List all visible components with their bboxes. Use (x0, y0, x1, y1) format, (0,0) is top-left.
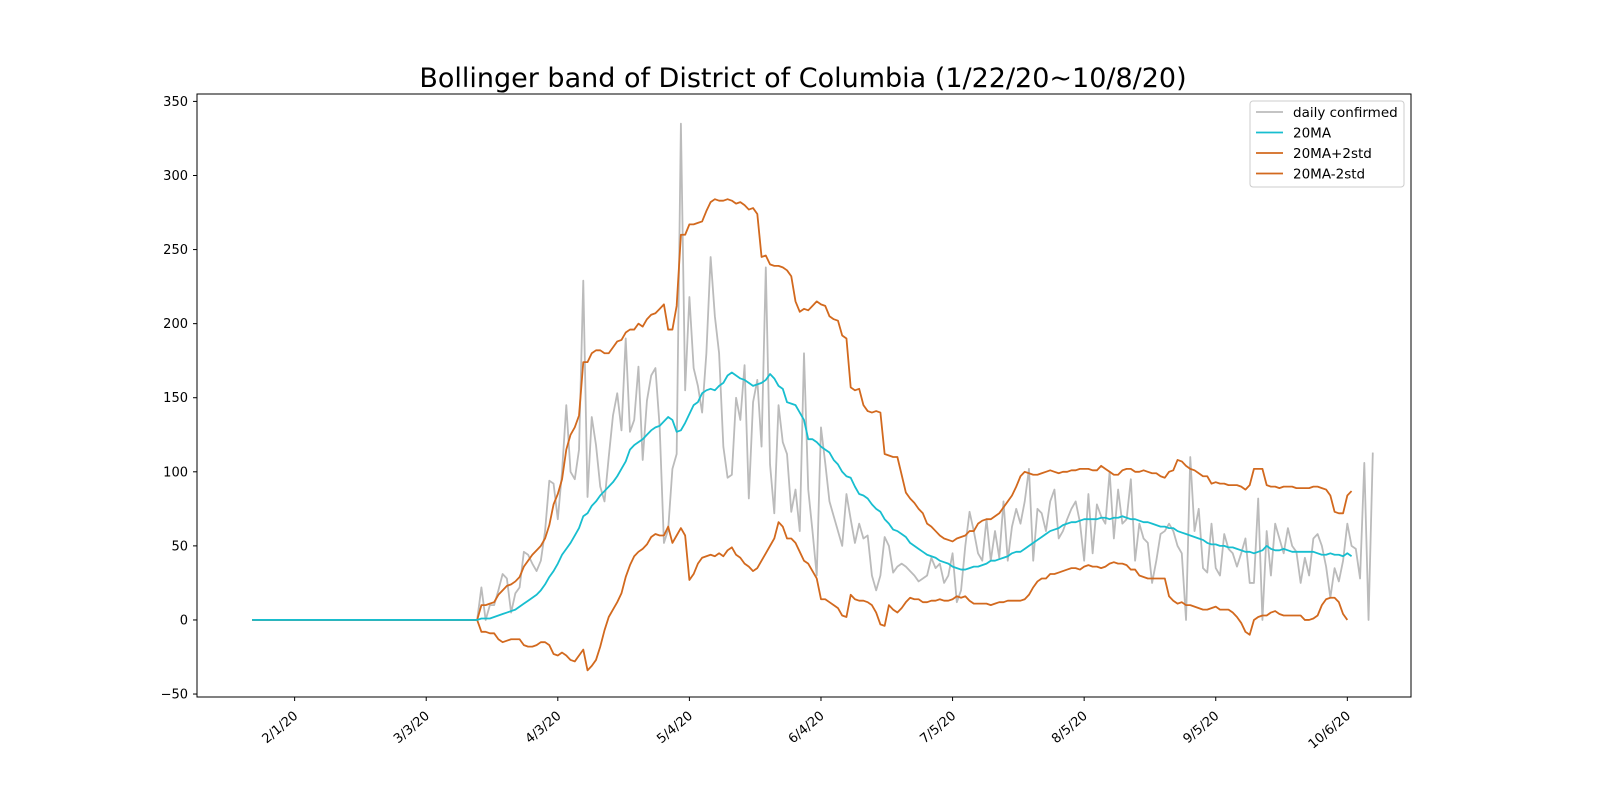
chart-title: Bollinger band of District of Columbia (… (419, 63, 1186, 94)
y-tick-label: −50 (161, 688, 188, 703)
plot-frame (196, 93, 1412, 698)
y-tick-label: 250 (163, 243, 188, 258)
x-axis: 2/1/20 3/3/20 4/3/20 5/4/20 6/4/20 7/5/20 8/5/… (260, 697, 1354, 752)
legend-box (1249, 100, 1405, 188)
y-axis: −50 0 50 100 150 200 250 300 350 (161, 95, 197, 703)
y-tick-label: 200 (163, 317, 188, 332)
series-line-daily-confirmed (252, 122, 1374, 621)
x-tick-label: 7/5/20 (917, 709, 959, 747)
plot-area (196, 93, 1412, 698)
legend-label: 20MA-2std (1293, 167, 1365, 183)
y-tick-label: 150 (163, 391, 188, 406)
x-tick-label: 2/1/20 (260, 709, 302, 747)
x-tick-label: 3/3/20 (391, 709, 433, 747)
x-tick-label: 5/4/20 (654, 709, 696, 747)
legend-label: 20MA (1293, 126, 1332, 142)
y-tick-label: 100 (163, 465, 188, 480)
x-tick-label: 6/4/20 (786, 709, 828, 747)
x-tick-label: 9/5/20 (1181, 709, 1223, 747)
series-line-20ma-2std (252, 521, 1349, 672)
x-tick-label: 10/6/20 (1306, 709, 1354, 753)
series-line-20ma (252, 371, 1353, 621)
y-tick-label: 300 (163, 169, 188, 184)
legend: daily confirmed 20MA 20MA+2std 20MA-2std (1249, 100, 1405, 188)
y-tick-label: 350 (163, 95, 188, 110)
x-tick-label: 8/5/20 (1049, 709, 1091, 747)
legend-label: 20MA+2std (1293, 146, 1372, 162)
x-tick-label: 4/3/20 (523, 709, 565, 747)
legend-label: daily confirmed (1293, 105, 1398, 121)
y-tick-label: 0 (180, 613, 188, 628)
y-tick-label: 50 (171, 539, 188, 554)
